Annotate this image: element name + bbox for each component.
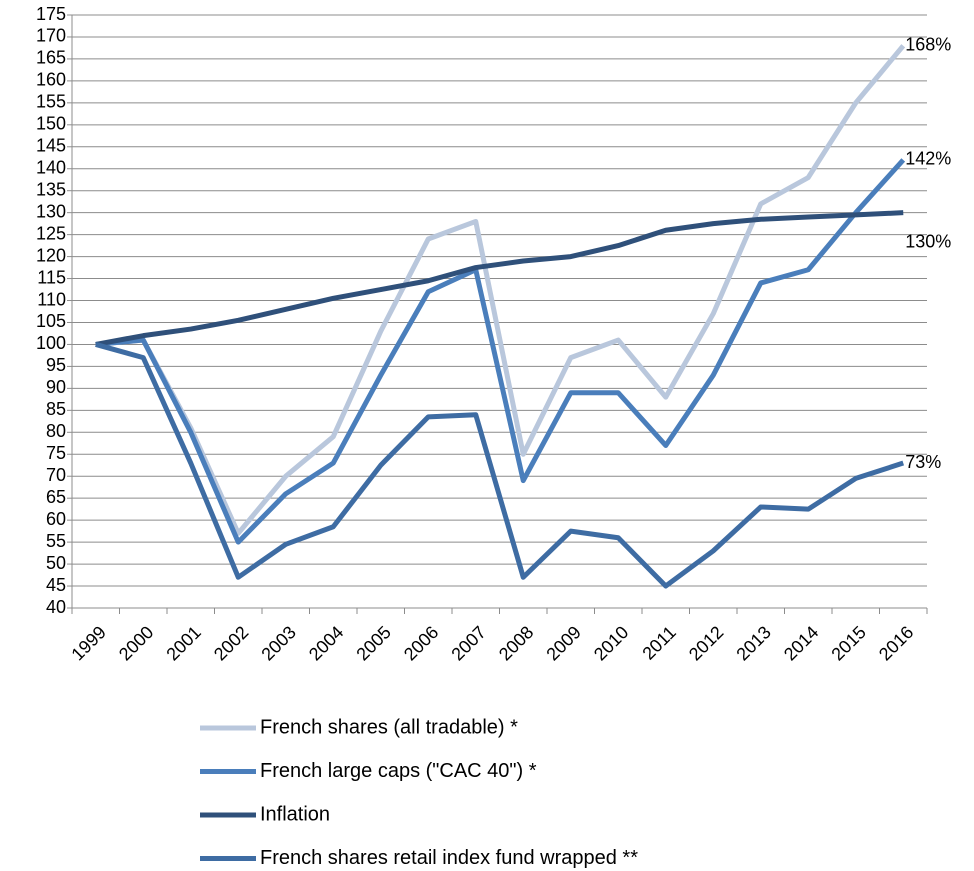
y-tick-label: 40	[46, 597, 66, 617]
y-tick-label: 75	[46, 443, 66, 463]
value-label: 130%	[905, 231, 951, 251]
series-line	[95, 158, 906, 545]
y-tick-label: 70	[46, 465, 66, 485]
x-tick-label: 2004	[305, 622, 347, 664]
y-tick-label: 125	[36, 223, 66, 243]
y-tick-label: 160	[36, 70, 66, 90]
legend-label: French shares (all tradable) *	[260, 716, 518, 738]
y-tick-label: 90	[46, 377, 66, 397]
value-label: 73%	[905, 452, 941, 472]
series-line	[95, 44, 906, 536]
legend-label: French shares retail index fund wrapped …	[260, 847, 638, 869]
y-tick-label: 140	[36, 157, 66, 177]
x-tick-label: 2002	[210, 622, 252, 664]
value-label: 142%	[905, 149, 951, 169]
y-tick-label: 165	[36, 48, 66, 68]
x-tick-label: 2005	[352, 622, 394, 664]
value-label: 168%	[905, 34, 951, 54]
y-tick-label: 45	[46, 575, 66, 595]
y-tick-label: 120	[36, 245, 66, 265]
x-tick-label: 2016	[875, 622, 917, 664]
y-tick-label: 130	[36, 201, 66, 221]
series-line	[95, 210, 904, 347]
x-tick-label: 2015	[827, 622, 869, 664]
y-tick-label: 170	[36, 26, 66, 46]
legend-label: Inflation	[260, 803, 330, 825]
y-tick-label: 60	[46, 509, 66, 529]
y-tick-label: 55	[46, 531, 66, 551]
x-tick-label: 2012	[685, 622, 727, 664]
y-tick-label: 150	[36, 114, 66, 134]
x-tick-label: 2014	[780, 622, 822, 664]
x-tick-label: 1999	[67, 622, 109, 664]
y-tick-label: 50	[46, 553, 66, 573]
y-tick-label: 135	[36, 179, 66, 199]
y-tick-label: 85	[46, 399, 66, 419]
x-tick-label: 2010	[590, 622, 632, 664]
y-tick-label: 65	[46, 487, 66, 507]
x-tick-label: 2001	[162, 622, 204, 664]
y-tick-label: 110	[37, 289, 66, 309]
x-tick-label: 2007	[447, 622, 489, 664]
x-tick-label: 2008	[495, 622, 537, 664]
x-tick-label: 2011	[638, 622, 680, 664]
x-tick-label: 2006	[400, 622, 442, 664]
x-tick-label: 2013	[732, 622, 774, 664]
x-tick-label: 2000	[115, 622, 157, 664]
y-tick-label: 155	[36, 92, 66, 112]
y-tick-label: 105	[36, 311, 66, 331]
y-tick-label: 95	[46, 355, 66, 375]
x-tick-label: 2003	[257, 622, 299, 664]
series-line	[95, 342, 905, 589]
x-tick-label: 2009	[542, 622, 584, 664]
y-tick-label: 115	[37, 267, 66, 287]
y-tick-label: 100	[36, 333, 66, 353]
y-tick-label: 175	[36, 4, 66, 24]
legend-label: French large caps ("CAC 40") *	[260, 760, 537, 782]
y-tick-label: 80	[46, 421, 66, 441]
y-tick-label: 145	[36, 136, 66, 156]
